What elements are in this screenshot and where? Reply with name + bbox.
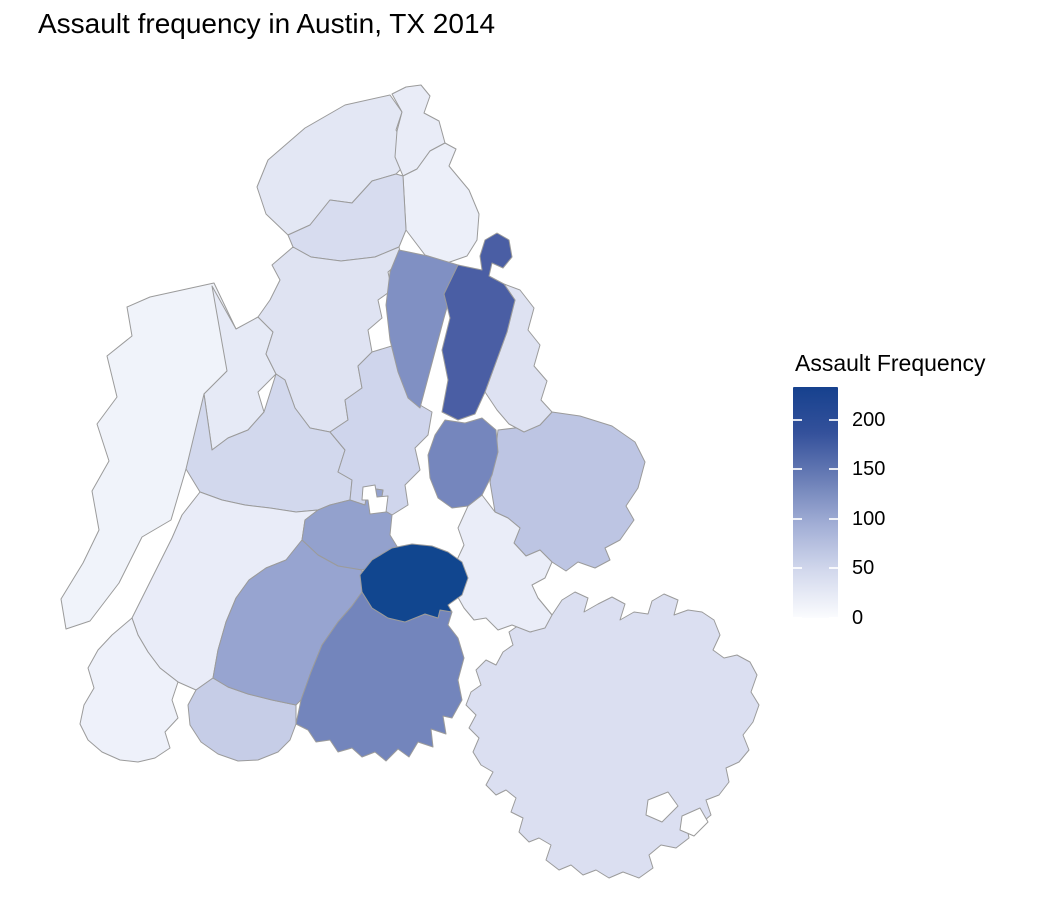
legend-title: Assault Frequency <box>795 350 986 376</box>
legend-tick <box>793 517 802 520</box>
legend-tick <box>829 468 838 471</box>
legend-tick-label: 50 <box>852 557 875 580</box>
legend-gradient-bar: 0 50 100 150 200 <box>793 387 885 629</box>
legend: Assault Frequency 0 50 100 150 200 <box>793 350 1058 629</box>
legend-tick-label: 100 <box>852 507 886 530</box>
legend-tick <box>793 468 802 471</box>
legend-tick-label: 150 <box>852 458 886 481</box>
map-region-se-hole-1 <box>645 791 679 823</box>
map-region-campus-cutout <box>361 484 389 515</box>
map-region-north-dark-strip <box>441 232 516 421</box>
chart-title: Assault frequency in Austin, TX 2014 <box>38 8 496 39</box>
map-region-se-hole-2 <box>679 807 709 837</box>
legend-tick <box>793 617 802 619</box>
legend-tick <box>829 418 838 421</box>
legend-tick-label: 0 <box>852 607 864 629</box>
legend-tick-label: 200 <box>852 408 886 431</box>
legend-tick <box>793 418 802 421</box>
map-region-sw-far <box>79 617 179 763</box>
map-region-downtown <box>359 543 469 623</box>
legend-tick <box>829 617 838 619</box>
legend-tick <box>829 567 838 570</box>
map-region-mid-east-medium <box>427 417 499 509</box>
legend-tick <box>829 517 838 520</box>
legend-tick <box>793 567 802 570</box>
map-region-se-big <box>465 591 760 879</box>
